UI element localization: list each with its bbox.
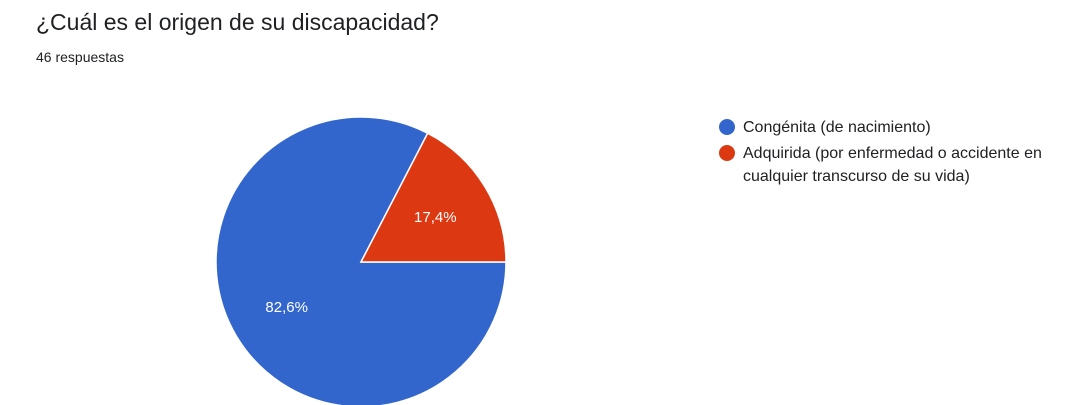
response-count: 46 respuestas — [36, 49, 124, 65]
pie-slice-adquirida[interactable] — [359, 132, 507, 263]
legend-item-adquirida[interactable]: Adquirida (por enfermedad o accidente en… — [719, 142, 1079, 188]
legend-label-adquirida: Adquirida (por enfermedad o accidente en… — [743, 145, 1042, 185]
legend-label-congenita: Congénita (de nacimiento) — [743, 119, 931, 136]
pie-label-congenita: 82,6% — [265, 299, 308, 316]
legend-item-congenita[interactable]: Congénita (de nacimiento) — [719, 116, 1079, 139]
chart-title: ¿Cuál es el origen de su discapacidad? — [36, 9, 439, 35]
legend-swatch-congenita — [719, 119, 735, 135]
pie-label-adquirida: 17,4% — [414, 209, 457, 226]
chart-legend: Congénita (de nacimiento) Adquirida (por… — [719, 116, 1079, 191]
legend-swatch-adquirida — [719, 145, 735, 161]
